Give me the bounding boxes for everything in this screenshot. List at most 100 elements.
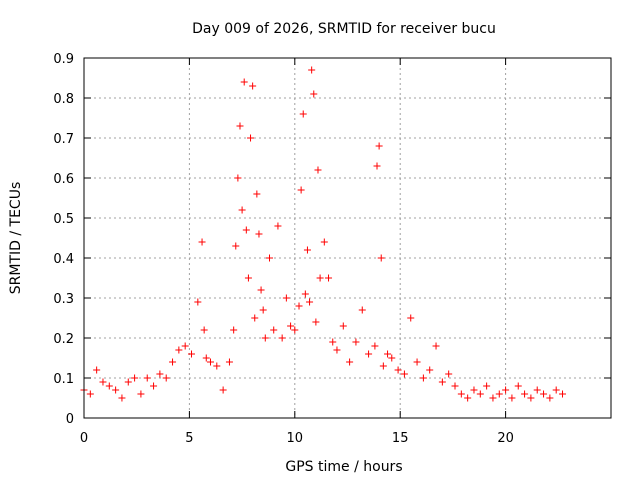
data-point: [299, 110, 307, 118]
data-point: [371, 342, 379, 350]
data-point: [483, 382, 491, 390]
data-point: [124, 378, 132, 386]
x-tick-label: 10: [287, 431, 304, 446]
data-point: [502, 386, 510, 394]
data-point: [352, 338, 360, 346]
y-tick-label: 0.8: [53, 92, 74, 107]
data-point: [476, 390, 484, 398]
data-point: [339, 322, 347, 330]
data-point: [377, 254, 385, 262]
axis-ticks: [83, 57, 611, 419]
x-axis-title: GPS time / hours: [285, 459, 402, 475]
data-point: [301, 290, 309, 298]
data-point: [251, 314, 259, 322]
y-tick-label: 0.4: [53, 252, 74, 267]
data-point: [137, 390, 145, 398]
data-point: [244, 274, 252, 282]
data-point: [310, 90, 318, 98]
y-tick-label: 0: [66, 412, 74, 427]
data-point: [388, 354, 396, 362]
data-point: [181, 342, 189, 350]
x-tick-labels: 0 5 10 15 20: [80, 431, 514, 446]
data-point: [533, 386, 541, 394]
data-point: [287, 322, 295, 330]
data-point: [346, 358, 354, 366]
data-point: [295, 302, 303, 310]
data-point: [112, 386, 120, 394]
data-point: [270, 326, 278, 334]
data-point: [249, 82, 257, 90]
data-point: [274, 222, 282, 230]
data-point: [175, 346, 183, 354]
data-point: [240, 78, 248, 86]
data-point: [213, 362, 221, 370]
data-point: [131, 374, 139, 382]
data-point: [234, 174, 242, 182]
x-tick-label: 0: [80, 431, 88, 446]
data-point: [291, 326, 299, 334]
data-point: [297, 186, 305, 194]
data-point: [495, 390, 503, 398]
data-point: [559, 390, 567, 398]
data-point: [407, 314, 415, 322]
data-point: [278, 334, 286, 342]
data-point: [238, 206, 246, 214]
data-point: [105, 382, 113, 390]
x-tick-label: 20: [497, 431, 514, 446]
data-point: [400, 370, 408, 378]
y-tick-label: 0.5: [53, 212, 74, 227]
x-tick-label: 5: [185, 431, 193, 446]
data-point: [266, 254, 274, 262]
y-tick-label: 0.1: [53, 372, 74, 387]
data-point: [527, 394, 535, 402]
data-point: [489, 394, 497, 402]
data-point: [206, 358, 214, 366]
data-point: [438, 378, 446, 386]
data-point: [552, 386, 560, 394]
data-point: [261, 334, 269, 342]
data-point: [365, 350, 373, 358]
data-point: [308, 66, 316, 74]
data-point: [384, 350, 392, 358]
data-point: [333, 346, 341, 354]
data-point: [457, 390, 465, 398]
x-tick-label: 15: [392, 431, 409, 446]
data-point: [194, 298, 202, 306]
data-point: [93, 366, 101, 374]
data-point: [202, 354, 210, 362]
data-point: [253, 190, 261, 198]
grid-lines: [84, 58, 611, 418]
data-point: [169, 358, 177, 366]
data-point: [432, 342, 440, 350]
data-point: [426, 366, 434, 374]
data-point: [118, 394, 126, 402]
data-point: [219, 386, 227, 394]
data-point: [413, 358, 421, 366]
data-point: [255, 230, 263, 238]
y-tick-label: 0.9: [53, 52, 74, 67]
data-point: [540, 390, 548, 398]
y-tick-label: 0.6: [53, 172, 74, 187]
data-point: [200, 326, 208, 334]
data-point: [514, 382, 522, 390]
data-point: [329, 338, 337, 346]
data-point: [259, 306, 267, 314]
data-point: [464, 394, 472, 402]
data-point: [188, 350, 196, 358]
data-point: [150, 382, 158, 390]
data-point: [521, 390, 529, 398]
plot-frame: [83, 57, 612, 419]
data-point: [546, 394, 554, 402]
data-point: [394, 366, 402, 374]
data-point: [316, 274, 324, 282]
data-point: [230, 326, 238, 334]
data-point: [225, 358, 233, 366]
data-point: [86, 390, 94, 398]
data-point: [162, 374, 170, 382]
data-point: [508, 394, 516, 402]
y-tick-label: 0.2: [53, 332, 74, 347]
data-point: [306, 298, 314, 306]
data-point: [419, 374, 427, 382]
data-point: [236, 122, 244, 130]
data-point: [379, 362, 387, 370]
